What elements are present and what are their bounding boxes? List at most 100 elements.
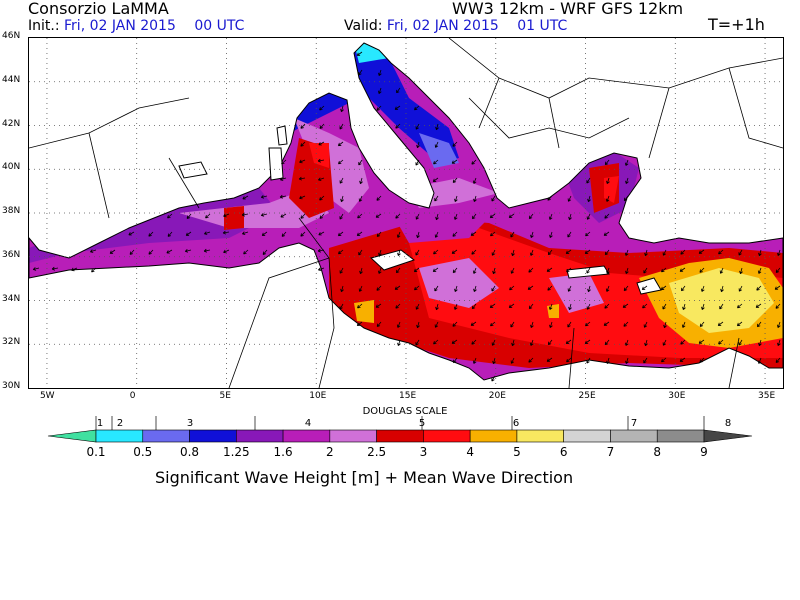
wave-arrow xyxy=(679,267,686,272)
wave-arrow xyxy=(663,321,667,329)
wave-arrow xyxy=(203,231,211,235)
wave-arrow xyxy=(567,321,572,328)
wave-arrow xyxy=(586,267,591,274)
wave-arrow xyxy=(378,69,382,77)
wave-arrow xyxy=(454,195,458,202)
wave-arrow xyxy=(701,285,705,292)
wave-arrow xyxy=(454,285,458,292)
lat-tick-label: 32N xyxy=(2,337,21,348)
wave-arrow xyxy=(222,230,230,235)
wave-arrow xyxy=(394,285,401,290)
wave-arrow xyxy=(395,303,401,309)
wave-arrow xyxy=(775,303,781,309)
legend-caption: Significant Wave Height [m] + Mean Wave … xyxy=(155,468,574,487)
wave-arrow xyxy=(241,212,249,217)
wave-arrow xyxy=(549,231,553,239)
wave-arrow xyxy=(32,267,40,271)
wave-arrow xyxy=(375,303,382,308)
wave-arrow xyxy=(109,249,116,254)
wave-arrow xyxy=(661,357,667,363)
lon-tick-label: 25E xyxy=(578,391,596,401)
wave-arrow xyxy=(281,231,287,237)
wave-arrow xyxy=(339,123,344,130)
wave-arrow xyxy=(470,231,477,236)
wave-arrow xyxy=(451,249,458,254)
lon-tick-label: 0 xyxy=(129,391,136,401)
wave-arrow xyxy=(416,231,420,239)
wave-arrow xyxy=(491,339,496,346)
wave-arrow xyxy=(662,303,667,310)
wave-arrow xyxy=(184,249,192,253)
wave-arrow xyxy=(223,213,230,218)
legend-value-label: 0.5 xyxy=(133,445,152,459)
wave-arrow xyxy=(471,303,477,310)
wave-arrow xyxy=(603,321,610,326)
wave-arrow xyxy=(395,123,401,129)
wave-arrow xyxy=(205,213,211,219)
wave-arrow xyxy=(241,231,249,235)
wave-arrow xyxy=(737,303,743,309)
wave-arrow xyxy=(166,249,173,254)
legend-color-bin xyxy=(47,429,97,443)
wave-arrow xyxy=(529,249,534,256)
wave-arrow xyxy=(300,123,306,129)
wave-arrow xyxy=(337,141,344,147)
wave-arrow xyxy=(51,266,59,271)
lat-tick-label: 40N xyxy=(2,162,21,173)
wave-arrow xyxy=(319,213,325,219)
wave-arrow xyxy=(719,303,724,310)
legend-value-label: 0.1 xyxy=(86,445,105,459)
douglas-scale-label: 4 xyxy=(305,418,311,429)
wave-arrow xyxy=(661,267,667,273)
wave-arrow xyxy=(565,249,572,254)
wave-arrow xyxy=(698,249,705,254)
wave-arrow xyxy=(510,321,515,328)
wave-arrow xyxy=(317,177,325,181)
wave-arrow xyxy=(359,267,363,275)
wave-arrow xyxy=(451,339,458,344)
douglas-scale-label: 3 xyxy=(187,418,193,429)
country-borders xyxy=(29,38,783,388)
wave-arrow xyxy=(375,213,382,218)
legend-value-label: 5 xyxy=(513,445,521,459)
island xyxy=(369,249,416,271)
legend: DOUGLAS SCALE 1 2 3 4 5 6 7 8 0.1 0.5 0.8 1.25 1.6 2… xyxy=(0,400,800,600)
lon-tick-label: 30E xyxy=(668,391,686,401)
legend-value-label: 3 xyxy=(420,445,428,459)
wave-arrow xyxy=(356,231,363,236)
wave-arrow xyxy=(585,321,591,327)
wave-arrow xyxy=(300,231,306,237)
wave-arrow xyxy=(604,339,610,346)
legend-value-label: 4 xyxy=(466,445,474,459)
wave-arrow xyxy=(91,267,97,273)
wave-arrow xyxy=(396,231,401,238)
wave-arrow xyxy=(587,195,591,203)
wave-arrow xyxy=(415,159,420,166)
wave-arrow xyxy=(643,357,648,364)
wave-arrow xyxy=(414,285,420,291)
wave-arrow xyxy=(357,303,363,309)
wave-arrow xyxy=(397,249,401,256)
wave-direction-arrows xyxy=(32,51,781,382)
legend-value-label: 7 xyxy=(607,445,615,459)
wave-arrow xyxy=(338,159,344,165)
wave-arrow xyxy=(434,141,439,148)
wave-arrow xyxy=(701,303,705,310)
lat-tick-label: 36N xyxy=(2,249,21,260)
wave-arrow xyxy=(548,213,553,220)
wave-arrow xyxy=(490,231,496,237)
wave-arrow xyxy=(547,249,553,256)
wave-arrow xyxy=(376,195,382,201)
wave-arrow xyxy=(300,213,306,219)
wave-arrow xyxy=(491,285,496,292)
wave-arrow xyxy=(356,51,363,56)
wave-arrow xyxy=(452,357,458,364)
wave-arrow xyxy=(298,176,306,181)
wave-arrow xyxy=(452,321,458,327)
legend-color-bin xyxy=(142,429,190,443)
wave-arrow xyxy=(547,285,553,291)
wave-arrow xyxy=(662,339,667,346)
wave-arrow xyxy=(568,303,572,311)
douglas-scale-label: 5 xyxy=(419,418,425,429)
wave-arrow xyxy=(129,249,135,255)
